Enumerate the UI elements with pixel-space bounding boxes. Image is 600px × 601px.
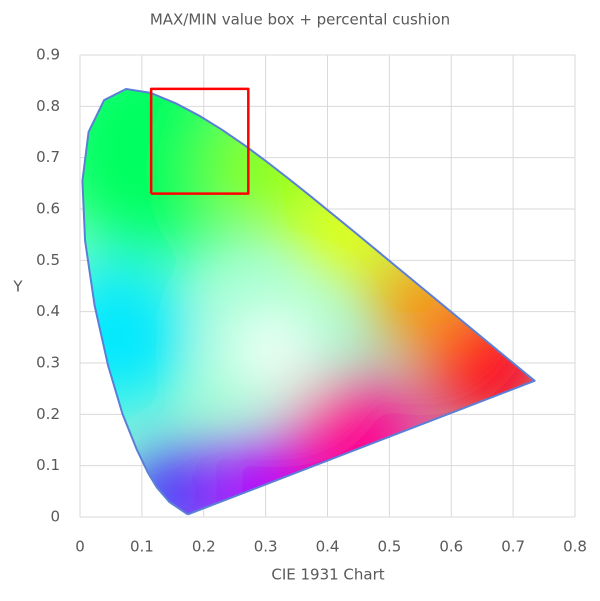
y-tick-label: 0 (50, 508, 60, 526)
y-tick-label: 0.8 (36, 97, 60, 115)
x-tick-label: 0.6 (439, 538, 463, 556)
plot (81, 87, 536, 516)
x-tick-label: 0.2 (192, 538, 216, 556)
y-tick-label: 0.9 (36, 46, 60, 64)
y-tick-label: 0.7 (36, 148, 60, 166)
y-tick-label: 0.3 (36, 354, 60, 372)
x-tick-label: 0.4 (316, 538, 340, 556)
y-tick-label: 0.5 (36, 251, 60, 269)
y-tick-label: 0.1 (36, 456, 60, 474)
y-tick-label: 0.6 (36, 200, 60, 218)
color-fill (82, 88, 535, 515)
x-tick-label: 0.3 (254, 538, 278, 556)
spectral-locus (81, 87, 536, 516)
y-axis-label: Y (12, 278, 23, 296)
x-tick-label: 0.8 (563, 538, 587, 556)
value-box (149, 87, 250, 195)
x-tick-label: 0.1 (130, 538, 154, 556)
x-tick-label: 0.7 (501, 538, 525, 556)
chart-title: MAX/MIN value box + percental cushion (150, 11, 450, 29)
y-tick-label: 0.2 (36, 405, 60, 423)
y-tick-label: 0.4 (36, 302, 60, 320)
x-tick-label: 0 (75, 538, 85, 556)
x-tick-label: 0.5 (377, 538, 401, 556)
x-axis-label: CIE 1931 Chart (271, 566, 384, 584)
